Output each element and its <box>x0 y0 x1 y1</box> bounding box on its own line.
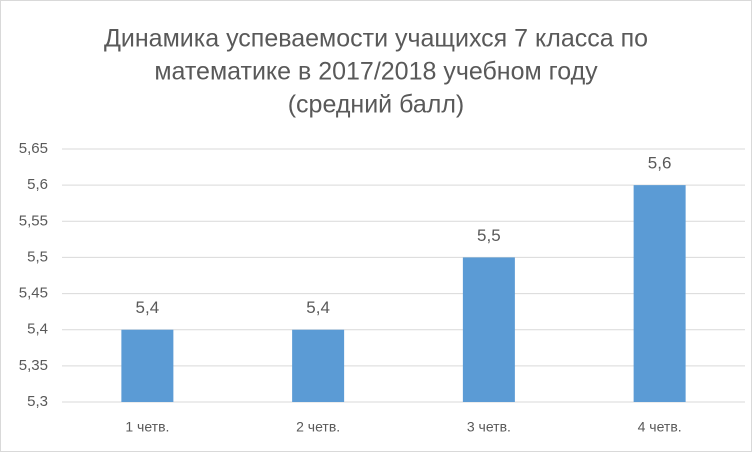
chart-title: математике в 2017/2018 учебном году <box>154 58 598 86</box>
y-tick-label: 5,6 <box>27 176 48 193</box>
value-label: 5,6 <box>648 154 672 173</box>
bar <box>462 257 515 402</box>
y-tick-label: 5,35 <box>19 357 48 374</box>
bar <box>292 329 345 402</box>
value-label: 5,5 <box>477 226 501 245</box>
x-tick-label: 2 четв. <box>296 419 340 435</box>
chart-title: (средний балл) <box>288 91 465 119</box>
y-tick-label: 5,65 <box>19 140 48 157</box>
bar <box>121 329 174 402</box>
y-tick-label: 5,55 <box>19 212 48 229</box>
x-tick-label: 1 четв. <box>125 419 169 435</box>
y-tick-label: 5,45 <box>19 285 48 302</box>
x-tick-label: 4 четв. <box>638 419 682 435</box>
chart-title: Динамика успеваемости учащихся 7 класса … <box>104 25 648 53</box>
x-tick-label: 3 четв. <box>467 419 511 435</box>
bar <box>633 185 686 402</box>
y-tick-label: 5,5 <box>27 248 48 265</box>
y-tick-label: 5,4 <box>27 321 48 338</box>
y-tick-label: 5,3 <box>27 393 48 410</box>
value-label: 5,4 <box>136 298 160 317</box>
value-label: 5,4 <box>306 298 330 317</box>
